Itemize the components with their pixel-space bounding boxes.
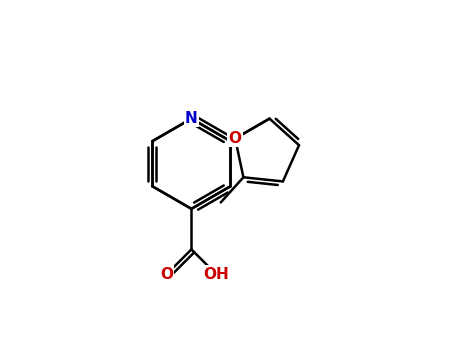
Text: O: O (229, 131, 242, 146)
Text: N: N (185, 111, 198, 126)
Text: O: O (160, 267, 173, 282)
Text: OH: OH (203, 267, 229, 282)
